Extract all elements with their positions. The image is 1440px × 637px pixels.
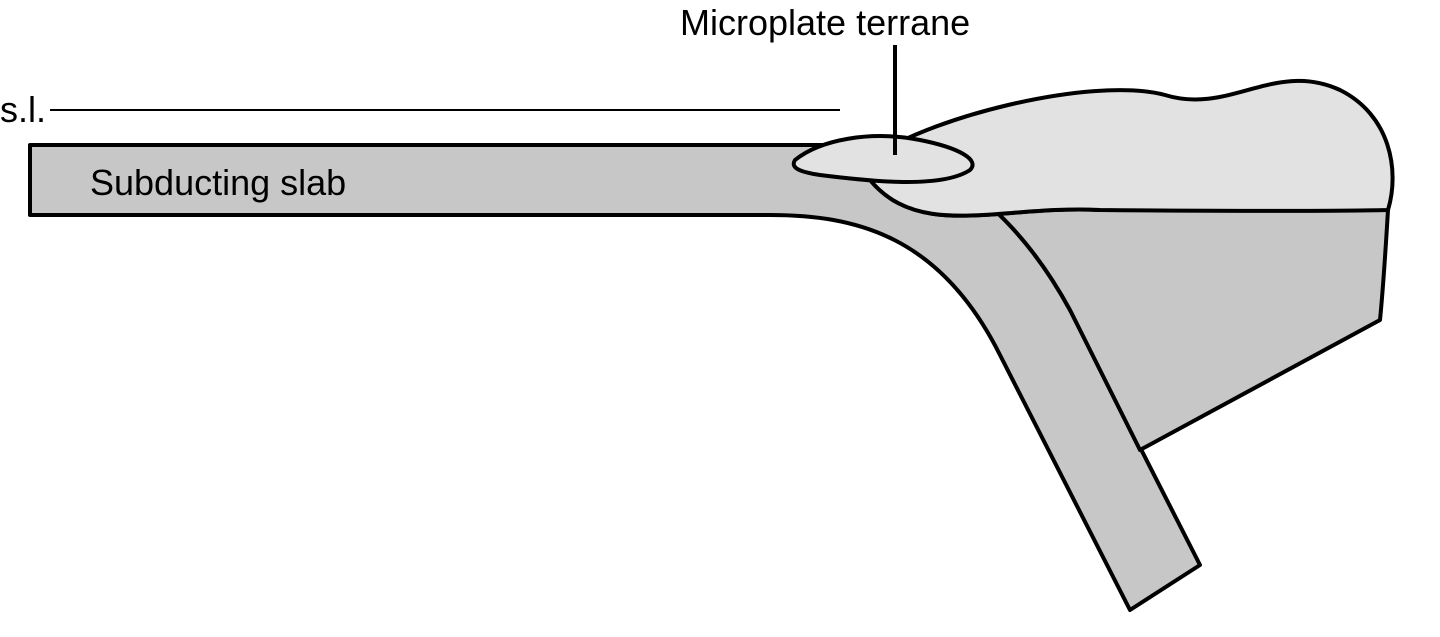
sea-level-label: s.l. [0,89,46,130]
subducting-slab-label: Subducting slab [90,162,346,203]
geology-diagram: Microplate terrane s.l. Subducting slab [0,0,1440,637]
microplate-terrane-label: Microplate terrane [680,2,970,43]
